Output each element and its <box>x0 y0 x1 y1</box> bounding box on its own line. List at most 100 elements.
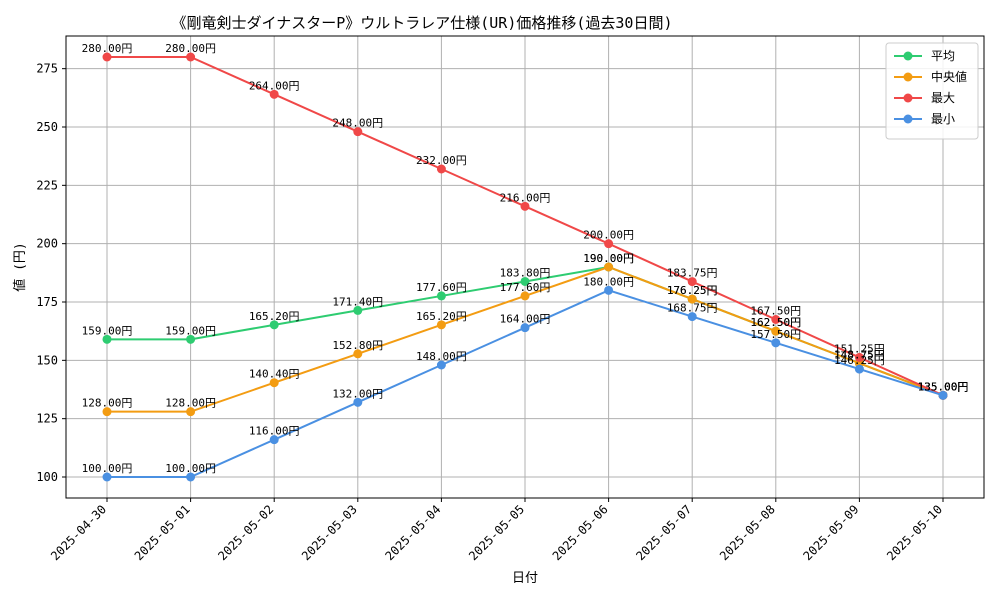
data-point <box>520 276 530 286</box>
data-label: 171.40円 <box>332 295 383 308</box>
data-label: 177.60円 <box>500 281 551 294</box>
y-axis-title: 値 (円) <box>12 242 28 291</box>
data-point <box>102 472 112 482</box>
data-label: 167.50円 <box>750 305 801 318</box>
data-label: 177.60円 <box>416 281 467 294</box>
data-point <box>771 338 781 348</box>
data-label: 162.50円 <box>750 316 801 329</box>
data-label: 100.00円 <box>165 462 216 475</box>
data-point <box>186 407 196 417</box>
x-tick-label: 2025-05-08 <box>717 502 778 563</box>
data-label: 200.00円 <box>583 229 634 242</box>
x-tick-label: 2025-05-09 <box>801 502 862 563</box>
data-label: 152.80円 <box>332 339 383 352</box>
data-label: 135.00円 <box>918 380 969 393</box>
data-point <box>436 360 446 370</box>
data-label: 140.40円 <box>249 368 300 381</box>
data-point <box>771 326 781 336</box>
data-point <box>520 323 530 333</box>
data-label: 146.25円 <box>834 354 885 367</box>
data-label: 135.00円 <box>918 380 969 393</box>
legend-swatch-marker <box>903 114 913 124</box>
data-label: 132.00円 <box>332 387 383 400</box>
data-label: 168.75円 <box>667 302 718 315</box>
x-tick-label: 2025-05-06 <box>550 502 611 563</box>
y-tick-label: 150 <box>36 353 58 367</box>
data-point <box>687 277 697 287</box>
y-tick-label: 175 <box>36 295 58 309</box>
legend-swatch-marker <box>903 72 913 82</box>
data-label: 176.25円 <box>667 284 718 297</box>
chart-title: 《剛竜剣士ダイナスターP》ウルトラレア仕様(UR)価格推移(過去30日間) <box>172 14 673 32</box>
data-point <box>102 407 112 417</box>
legend-label: 最大 <box>931 91 955 105</box>
series-lines <box>102 52 948 482</box>
data-label: 190.00円 <box>583 252 634 265</box>
data-point <box>436 164 446 174</box>
data-point <box>604 285 614 295</box>
data-point <box>102 334 112 344</box>
legend-label: 中央値 <box>931 69 967 84</box>
data-label: 232.00円 <box>416 154 467 167</box>
data-label: 183.80円 <box>500 266 551 279</box>
y-tick-label: 100 <box>36 470 58 484</box>
data-point <box>436 320 446 330</box>
y-tick-label: 225 <box>36 178 58 192</box>
x-tick-label: 2025-05-04 <box>383 502 444 563</box>
y-tick-label: 250 <box>36 120 58 134</box>
data-point <box>186 472 196 482</box>
data-point <box>520 291 530 301</box>
y-axis: 100 125 150 175 200 225 250 275 <box>36 62 66 484</box>
data-point <box>604 262 614 272</box>
data-label: 148.75円 <box>834 348 885 361</box>
data-label: 164.00円 <box>500 313 551 326</box>
data-label: 180.00円 <box>583 275 634 288</box>
data-label: 128.00円 <box>82 397 133 410</box>
data-point <box>353 397 363 407</box>
data-point <box>186 52 196 62</box>
data-point <box>520 201 530 211</box>
data-label: 148.00円 <box>416 350 467 363</box>
y-tick-label: 275 <box>36 62 58 76</box>
data-label: 157.50円 <box>750 328 801 341</box>
legend-label: 最小 <box>931 112 955 126</box>
data-label: 128.00円 <box>165 397 216 410</box>
data-label: 162.50円 <box>750 316 801 329</box>
data-label: 183.75円 <box>667 267 718 280</box>
data-point <box>353 349 363 359</box>
data-label: 159.00円 <box>165 324 216 337</box>
data-label: 151.25円 <box>834 342 885 355</box>
data-point <box>269 89 279 99</box>
data-point <box>854 364 864 374</box>
data-label: 148.75円 <box>834 348 885 361</box>
data-label: 165.20円 <box>416 310 467 323</box>
data-label: 248.00円 <box>332 117 383 130</box>
y-tick-label: 125 <box>36 412 58 426</box>
data-label: 165.20円 <box>249 310 300 323</box>
x-axis: 2025-04-30 2025-05-01 2025-05-02 2025-05-03… <box>48 498 945 563</box>
x-tick-label: 2025-05-05 <box>466 502 527 563</box>
data-point <box>269 378 279 388</box>
data-label: 135.00円 <box>918 380 969 393</box>
data-label: 116.00円 <box>249 425 300 438</box>
data-point <box>353 127 363 137</box>
data-label: 264.00円 <box>249 79 300 92</box>
data-label: 159.00円 <box>82 324 133 337</box>
data-label: 216.00円 <box>500 191 551 204</box>
grid <box>66 36 984 498</box>
x-tick-label: 2025-04-30 <box>48 502 109 563</box>
data-point <box>353 305 363 315</box>
data-point <box>854 352 864 362</box>
data-point <box>771 315 781 324</box>
x-tick-label: 2025-05-02 <box>215 502 276 563</box>
x-tick-label: 2025-05-07 <box>633 502 694 563</box>
data-point <box>604 239 614 249</box>
data-point <box>938 390 948 400</box>
data-label: 135.00円 <box>918 380 969 393</box>
data-point <box>269 320 279 330</box>
data-label: 190.00円 <box>583 252 634 265</box>
data-point <box>102 52 112 62</box>
